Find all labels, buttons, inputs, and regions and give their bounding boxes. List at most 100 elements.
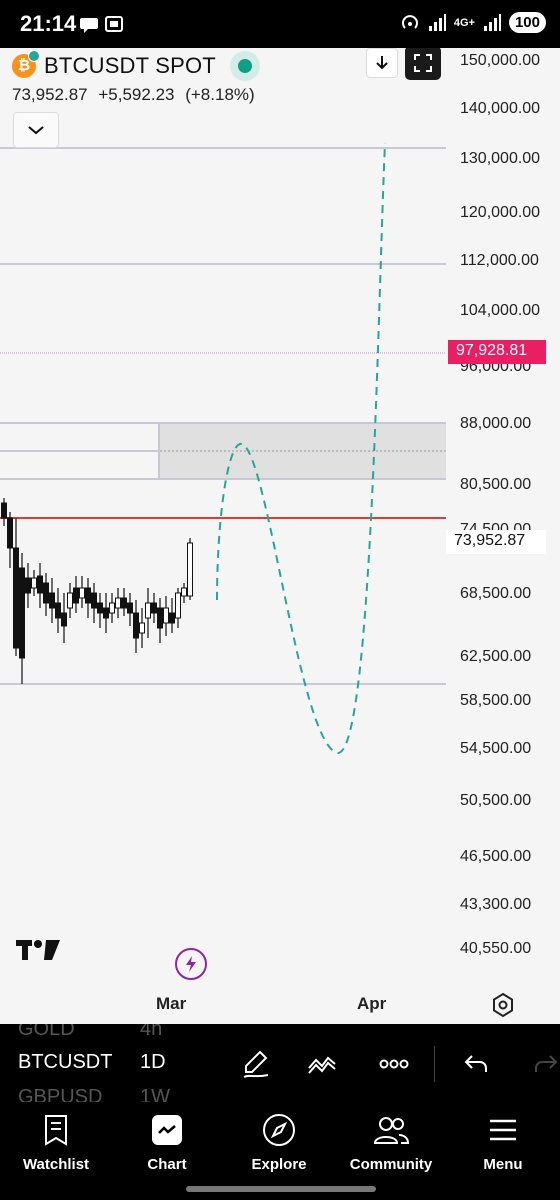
candle-body xyxy=(121,597,127,609)
current-price-tag: 73,952.87 xyxy=(446,530,546,554)
status-indicators: 4G+ 100 xyxy=(400,12,546,33)
candle-body xyxy=(55,602,61,619)
candle-body xyxy=(115,597,121,609)
timeframe-picker[interactable]: 4h 1D 1W xyxy=(140,1024,200,1102)
projection-path xyxy=(216,142,386,755)
symbol-option-active[interactable]: BTCUSDT xyxy=(18,1051,113,1073)
candle-body xyxy=(43,582,49,604)
tradingview-logo xyxy=(16,938,62,967)
network-type: 4G+ xyxy=(453,16,475,29)
home-indicator xyxy=(186,1186,376,1192)
candles-group xyxy=(1,498,193,684)
battery-level: 100 xyxy=(508,12,546,33)
settings-icon xyxy=(493,992,513,1018)
collapse-button[interactable] xyxy=(13,112,59,148)
price-axis-label: 40,550.00 xyxy=(460,940,532,957)
nav-label: Menu xyxy=(483,1156,523,1173)
candle-body xyxy=(151,602,157,614)
price-axis-label: 58,500.00 xyxy=(460,692,532,709)
community-icon xyxy=(373,1117,410,1144)
price-axis-label: 62,500.00 xyxy=(460,648,532,665)
price-axis-label: 88,000.00 xyxy=(460,415,532,432)
price-axis-label: 80,500.00 xyxy=(460,476,532,493)
fullscreen-button[interactable] xyxy=(405,48,441,80)
candle-body xyxy=(163,607,169,624)
menu-icon xyxy=(490,1119,516,1141)
status-time: 21:14 xyxy=(20,11,77,36)
candle-body xyxy=(157,607,163,629)
undo-icon[interactable] xyxy=(462,1048,490,1085)
candle-body xyxy=(103,607,109,619)
price-axis-label: 43,300.00 xyxy=(460,896,532,913)
price-axis-label: 112,000.00 xyxy=(460,252,539,269)
chart-toolbar: GOLD BTCUSDT GBPUSD 4h 1D 1W xyxy=(0,1024,560,1102)
time-axis-label: Apr xyxy=(357,994,387,1013)
nav-label: Watchlist xyxy=(22,1156,90,1173)
candle-body xyxy=(127,602,133,614)
candle-body xyxy=(139,622,145,634)
compass-icon xyxy=(263,1114,295,1146)
indicators-icon[interactable] xyxy=(306,1048,338,1085)
price-axis-label: 120,000.00 xyxy=(460,204,541,221)
nav-menu[interactable]: Menu xyxy=(447,1110,559,1173)
chevron-down-icon xyxy=(28,126,44,135)
candle-body xyxy=(13,547,19,649)
candle-body xyxy=(19,567,25,659)
watchlist-icon xyxy=(45,1115,67,1146)
candle-body xyxy=(97,602,103,614)
price-change-pct: (+8.18%) xyxy=(185,85,255,104)
candle-body xyxy=(187,542,193,597)
nav-label: Community xyxy=(349,1156,433,1173)
chart-canvas[interactable] xyxy=(0,48,560,1024)
download-button[interactable] xyxy=(366,48,398,78)
candle-body xyxy=(25,577,31,594)
notification-icons xyxy=(80,14,126,39)
nav-label: Explore xyxy=(251,1156,307,1173)
alert-price-tag[interactable]: 97,928.81 xyxy=(448,340,546,364)
timeframe-option-active[interactable]: 1D xyxy=(140,1051,166,1073)
chart-icon xyxy=(152,1115,182,1145)
price-axis-label: 140,000.00 xyxy=(460,100,541,117)
chart-settings-button[interactable] xyxy=(490,992,516,1023)
timeframe-option[interactable]: 4h xyxy=(140,1024,163,1040)
redo-icon[interactable] xyxy=(532,1048,560,1085)
lightning-icon xyxy=(186,956,196,972)
price-axis-label: 104,000.00 xyxy=(460,302,541,319)
bitcoin-logo: ₿ xyxy=(12,50,40,78)
candle-body xyxy=(133,612,139,639)
pen-tool-icon[interactable] xyxy=(240,1048,272,1085)
signal-icon-2 xyxy=(483,13,501,31)
download-icon xyxy=(376,56,388,70)
nav-community[interactable]: Community xyxy=(335,1110,447,1173)
symbol-option[interactable]: GOLD xyxy=(18,1024,75,1040)
nav-chart[interactable]: Chart xyxy=(111,1110,223,1173)
candle-body xyxy=(145,602,151,619)
candle-body xyxy=(85,587,91,604)
symbol-option[interactable]: GBPUSD xyxy=(18,1086,103,1102)
candle-body xyxy=(73,587,79,604)
resistance-zone xyxy=(160,423,446,479)
chart-area[interactable]: ₿ BTCUSDT SPOT 73,952.87 +5,592.23 (+8.1… xyxy=(0,48,560,1024)
nav-explore[interactable]: Explore xyxy=(223,1110,335,1173)
symbol-title[interactable]: BTCUSDT SPOT xyxy=(44,53,216,78)
price-axis-label: 54,500.00 xyxy=(460,740,532,757)
nav-watchlist[interactable]: Watchlist xyxy=(0,1110,112,1173)
toolbar-divider xyxy=(434,1046,435,1082)
price-change: +5,592.23 xyxy=(98,85,175,104)
price-axis-label: 46,500.00 xyxy=(460,848,532,865)
candle-body xyxy=(1,502,7,519)
market-status-indicator xyxy=(229,51,260,81)
flash-button[interactable] xyxy=(175,948,207,980)
symbol-picker[interactable]: GOLD BTCUSDT GBPUSD xyxy=(18,1024,118,1102)
candle-body xyxy=(109,602,115,614)
last-price: 73,952.87 xyxy=(12,85,88,104)
timeframe-option[interactable]: 1W xyxy=(140,1086,170,1102)
symbol-header[interactable]: ₿ BTCUSDT SPOT xyxy=(12,50,260,81)
fullscreen-icon xyxy=(414,54,432,72)
candle-body xyxy=(67,592,73,609)
signal-icon xyxy=(428,13,446,31)
candle-body xyxy=(37,575,43,594)
candle-body xyxy=(49,592,55,609)
candle-body xyxy=(61,612,67,627)
more-icon[interactable] xyxy=(378,1048,410,1085)
